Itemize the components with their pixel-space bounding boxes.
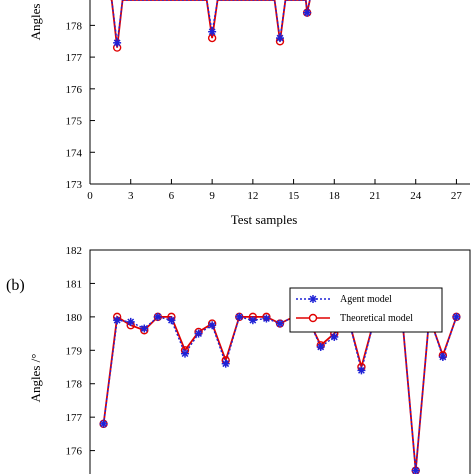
y-tick-label: 179 <box>66 345 83 357</box>
legend-box <box>289 287 443 333</box>
panel-b-frame <box>89 249 471 474</box>
legend: Agent model Theoretical model <box>289 287 443 333</box>
data-point-agent <box>411 466 420 474</box>
data-point-agent <box>221 359 230 368</box>
data-point-agent <box>438 352 447 361</box>
y-tick-label: 175 <box>66 116 83 128</box>
data-point-agent <box>181 349 189 358</box>
data-point-agent <box>330 332 339 341</box>
data-point-agent <box>235 312 244 321</box>
y-tick-label: 176 <box>66 84 83 96</box>
data-point-agent <box>113 38 122 47</box>
legend-entry-theoretical: Theoretical model <box>296 313 413 324</box>
panel-b: (b) 176 177 178 179 180 181 182 Angles /° Agen… <box>6 245 471 474</box>
y-tick-label: 181 <box>66 278 83 290</box>
data-point-agent <box>357 366 366 375</box>
data-point-agent <box>208 27 217 36</box>
data-point-agent <box>452 312 461 321</box>
y-tick-label: 174 <box>66 147 83 159</box>
data-point-agent <box>167 316 176 325</box>
data-point-agent <box>194 329 203 338</box>
legend-theoretical-circle-icon <box>308 313 318 323</box>
y-tick-label: 178 <box>66 20 83 32</box>
data-point-agent <box>113 316 122 325</box>
x-tick-label: 18 <box>329 190 341 202</box>
x-tick-label: 24 <box>410 190 422 202</box>
y-tick-label: 182 <box>66 245 83 257</box>
data-point-agent <box>126 317 135 326</box>
panel-a-x-ticks: 0 3 6 9 12 15 18 21 24 27 <box>87 179 462 202</box>
data-point-agent <box>208 321 217 330</box>
data-point-agent <box>276 319 284 328</box>
x-tick-label: 9 <box>209 190 215 202</box>
legend-theoretical-label: Theoretical model <box>340 313 413 324</box>
x-tick-label: 21 <box>370 190 381 202</box>
panel-b-series <box>99 312 461 474</box>
x-tick-label: 3 <box>128 190 134 202</box>
legend-entry-agent: Agent model <box>296 294 392 305</box>
data-point-agent <box>248 316 257 325</box>
x-tick-label: 27 <box>451 190 463 202</box>
series-line-agent <box>102 315 458 471</box>
legend-agent-star-icon <box>309 295 317 303</box>
data-point-agent <box>140 324 149 333</box>
series-line-theoretical <box>110 0 311 48</box>
data-point-agent <box>99 419 108 428</box>
data-point-agent <box>303 8 312 17</box>
panel-a-y-axis-title: Angles <box>28 4 43 41</box>
panel-b-y-ticks: 176 177 178 179 180 181 182 <box>66 245 95 458</box>
x-tick-label: 6 <box>169 190 175 202</box>
x-tick-label: 15 <box>288 190 300 202</box>
y-tick-label: 180 <box>66 312 83 324</box>
legend-agent-label: Agent model <box>340 294 392 305</box>
data-point-agent <box>276 34 284 43</box>
y-tick-label: 177 <box>66 52 83 64</box>
data-point-agent <box>316 342 325 351</box>
y-tick-label: 173 <box>66 179 83 191</box>
panel-a: 173 174 175 176 177 178 0 3 6 9 12 15 18 21 24 27 Angl… <box>28 0 470 227</box>
data-point-agent <box>153 312 162 321</box>
panel-a-series <box>110 0 312 52</box>
y-tick-label: 176 <box>66 446 83 458</box>
y-tick-label: 177 <box>66 412 83 424</box>
panel-a-y-ticks: 173 174 175 176 177 178 <box>66 20 95 191</box>
panel-b-label: (b) <box>6 277 25 294</box>
panel-b-y-axis-title: Angles /° <box>28 354 43 403</box>
legend-agent-star-mark <box>309 295 317 303</box>
y-tick-label: 178 <box>66 379 83 391</box>
panel-a-x-axis-title: Test samples <box>231 212 298 227</box>
data-point-agent <box>262 314 271 323</box>
x-tick-label: 12 <box>247 190 258 202</box>
x-tick-label: 0 <box>87 190 93 202</box>
